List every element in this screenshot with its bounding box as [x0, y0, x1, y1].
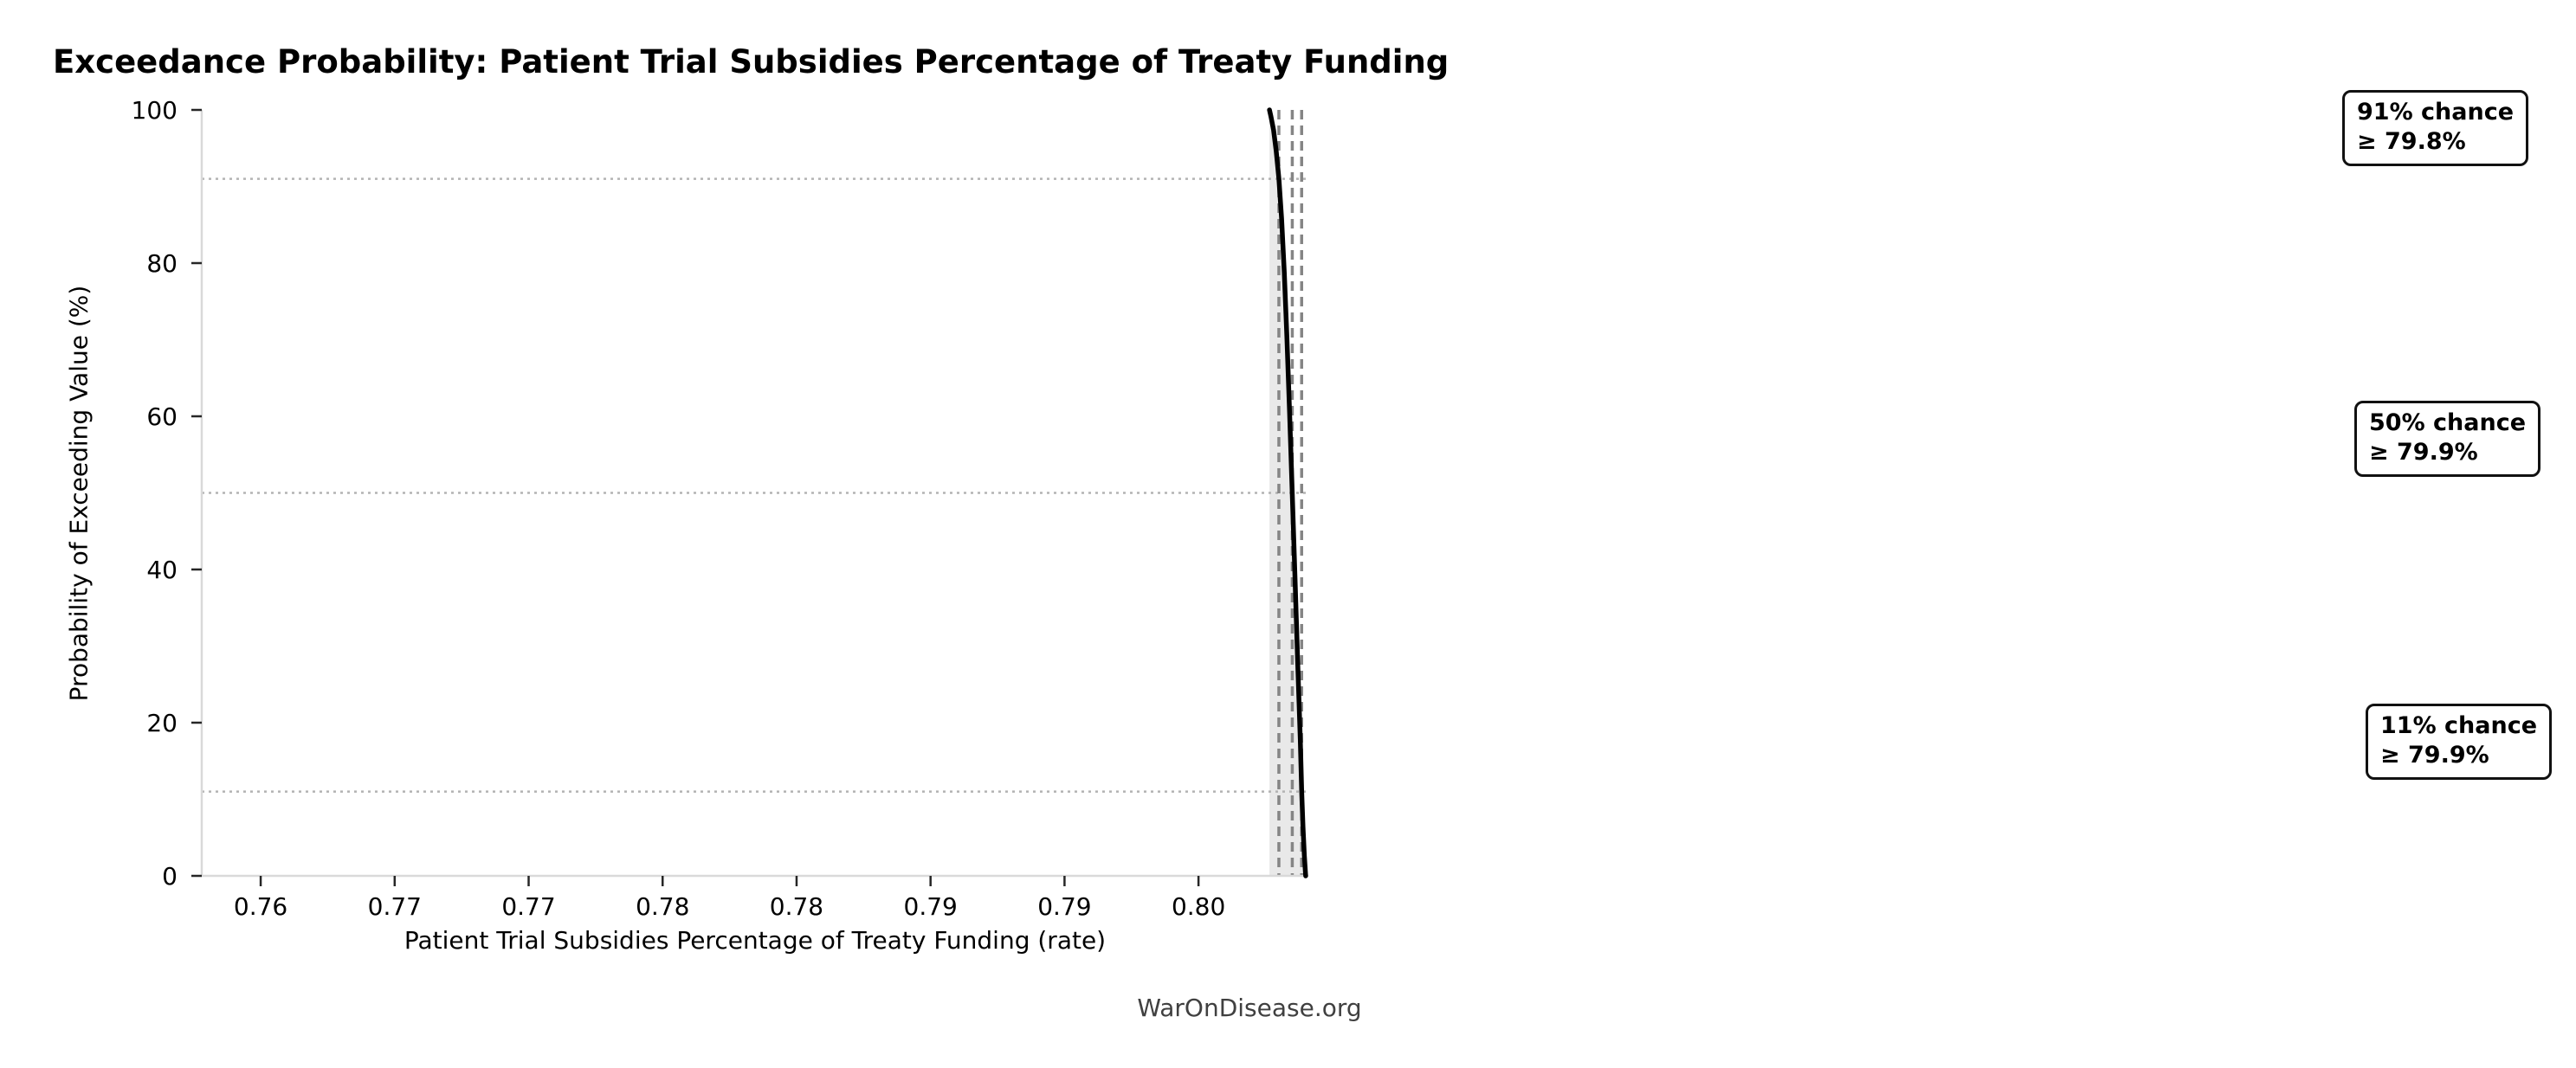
- y-tick-label: 80: [146, 249, 178, 278]
- y-axis-label: Probability of Exceeding Value (%): [64, 285, 94, 702]
- x-tick-label: 0.78: [770, 892, 823, 921]
- chart-title: Exceedance Probability: Patient Trial Su…: [53, 43, 1449, 80]
- y-tick-label: 40: [146, 556, 178, 584]
- watermark-text: WarOnDisease.org: [1137, 994, 1362, 1022]
- x-tick-label: 0.80: [1172, 892, 1225, 921]
- exceedance-curve: [1267, 107, 1308, 878]
- x-tick-label: 0.77: [501, 892, 555, 921]
- x-tick-label: 0.78: [636, 892, 689, 921]
- annotation-chance-line: 50% chance: [2369, 409, 2527, 436]
- y-tick-label: 60: [146, 402, 178, 431]
- x-tick-label: 0.76: [234, 892, 287, 921]
- annotation-chance-line: 11% chance: [2380, 712, 2538, 739]
- x-tick-label: 0.79: [904, 892, 958, 921]
- annotation-chance-line: 91% chance: [2357, 99, 2515, 125]
- annotation-threshold-line: ≥ 79.8%: [2357, 128, 2466, 155]
- x-tick-label: 0.79: [1037, 892, 1091, 921]
- x-tick-label: 0.77: [368, 892, 422, 921]
- annotation-threshold-line: ≥ 79.9%: [2369, 439, 2478, 466]
- annotation-box-50pct: 50% chance ≥ 79.9%: [2354, 401, 2541, 477]
- annotation-box-91pct: 91% chance ≥ 79.8%: [2342, 90, 2529, 166]
- annotation-threshold-line: ≥ 79.9%: [2380, 742, 2489, 769]
- y-tick-label: 0: [162, 862, 178, 891]
- x-axis-label: Patient Trial Subsidies Percentage of Tr…: [404, 926, 1107, 955]
- annotation-box-11pct: 11% chance ≥ 79.9%: [2366, 704, 2553, 780]
- y-tick-label: 20: [146, 709, 178, 737]
- y-tick-label: 100: [132, 96, 178, 125]
